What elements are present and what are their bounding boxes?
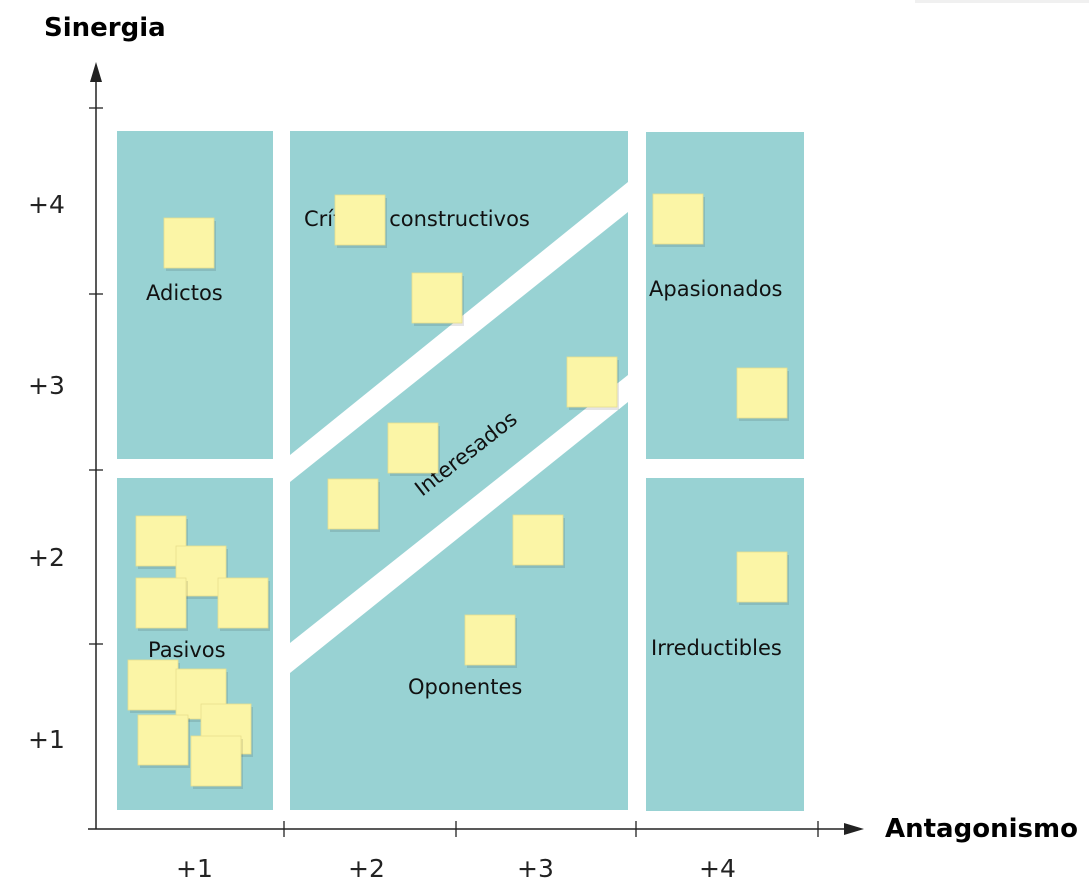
x-axis-title: Antagonismo bbox=[885, 814, 1078, 844]
x-tick-label-1: +1 bbox=[176, 854, 213, 883]
sticky-note bbox=[334, 194, 386, 246]
zone-label-adictos: Adictos bbox=[146, 281, 223, 305]
sticky-note bbox=[736, 551, 788, 603]
zone-irreductibles bbox=[646, 478, 804, 811]
y-tick-label-3: +3 bbox=[28, 371, 65, 400]
y-tick-label-2: +2 bbox=[28, 543, 65, 572]
sticky-note bbox=[512, 514, 564, 566]
y-tick-label-1: +1 bbox=[28, 725, 65, 754]
sticky-notes bbox=[127, 193, 789, 789]
zone-label-oponentes: Oponentes bbox=[408, 675, 522, 699]
sticky-note bbox=[163, 217, 215, 269]
sticky-note bbox=[736, 367, 788, 419]
zone-label-irreductibles: Irreductibles bbox=[651, 636, 782, 660]
x-tick-label-2: +2 bbox=[348, 854, 385, 883]
x-tick-marks bbox=[283, 821, 819, 837]
sticky-note bbox=[387, 422, 439, 474]
y-tick-label-4: +4 bbox=[28, 190, 65, 219]
sticky-note bbox=[566, 356, 618, 408]
sticky-note bbox=[127, 659, 179, 711]
zone-adictos bbox=[117, 131, 273, 459]
sticky-note bbox=[464, 614, 516, 666]
y-tick-marks bbox=[89, 107, 103, 645]
sticky-note bbox=[652, 193, 704, 245]
x-tick-label-4: +4 bbox=[699, 854, 736, 883]
zone-oponentes bbox=[290, 402, 628, 810]
sticky-note bbox=[217, 577, 269, 629]
sticky-note bbox=[327, 478, 379, 530]
top-edge-decoration bbox=[915, 0, 1089, 3]
x-tick-label-3: +3 bbox=[517, 854, 554, 883]
sticky-note bbox=[190, 735, 242, 787]
y-axis-arrow bbox=[90, 62, 102, 82]
sticky-note bbox=[411, 272, 463, 324]
y-axis-title: Sinergia bbox=[44, 13, 166, 43]
sticky-note bbox=[135, 577, 187, 629]
x-axis-arrow bbox=[844, 823, 864, 835]
zone-label-apasionados: Apasionados bbox=[649, 277, 783, 301]
zone-interesados bbox=[290, 212, 628, 643]
zone-label-pasivos: Pasivos bbox=[148, 638, 226, 662]
sticky-note bbox=[137, 714, 189, 766]
